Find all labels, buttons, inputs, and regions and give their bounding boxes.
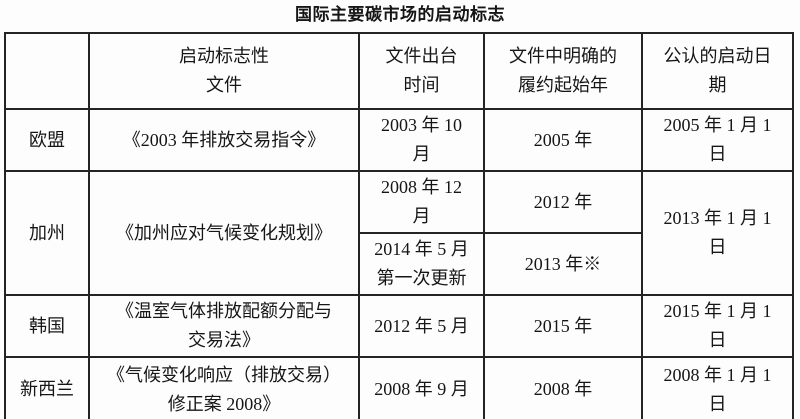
- header-recognized-launch-date: 公认的启动日 期: [641, 32, 794, 110]
- cell-eu-document: 《2003 年排放交易指令》: [88, 108, 360, 172]
- cell-california-issue-time-2: 2014 年 5 月 第一次更新: [358, 232, 485, 296]
- cell-korea-issue-time: 2012 年 5 月: [358, 294, 485, 358]
- table-row-california-1: 加州 《加州应对气候变化规划》 2008 年 12 月 2012 年 2013 …: [4, 170, 794, 296]
- cell-new-zealand-compliance-start-year: 2008 年: [483, 356, 643, 419]
- header-compliance-start-year: 文件中明确的 履约起始年: [483, 32, 643, 110]
- cell-korea-document: 《温室气体排放配额分配与 交易法》: [88, 294, 360, 358]
- cell-eu-compliance-start-year: 2005 年: [483, 108, 643, 172]
- header-region: [4, 32, 90, 110]
- table-row-korea: 韩国 《温室气体排放配额分配与 交易法》 2012 年 5 月 2015 年 2…: [4, 294, 794, 358]
- cell-california-compliance-start-year-1: 2012 年: [483, 170, 643, 234]
- table-header-row: 启动标志性 文件 文件出台 时间 文件中明确的 履约起始年 公认的启动日 期: [4, 32, 794, 110]
- cell-new-zealand-region: 新西兰: [4, 356, 90, 419]
- cell-california-recognized-launch-date: 2013 年 1 月 1 日: [641, 170, 794, 296]
- cell-korea-compliance-start-year: 2015 年: [483, 294, 643, 358]
- table-row-new-zealand: 新西兰 《气候变化响应（排放交易） 修正案 2008》 2008 年 9 月 2…: [4, 356, 794, 419]
- cell-eu-recognized-launch-date: 2005 年 1 月 1 日: [641, 108, 794, 172]
- cell-eu-region: 欧盟: [4, 108, 90, 172]
- carbon-markets-table: 启动标志性 文件 文件出台 时间 文件中明确的 履约起始年 公认的启动日 期 欧…: [4, 32, 794, 419]
- cell-california-region: 加州: [4, 170, 90, 296]
- header-document: 启动标志性 文件: [88, 32, 360, 110]
- cell-new-zealand-recognized-launch-date: 2008 年 1 月 1 日: [641, 356, 794, 419]
- cell-california-compliance-start-year-2: 2013 年※: [483, 232, 643, 296]
- table-row-california-2: 2014 年 5 月 第一次更新 2013 年※: [5, 232, 793, 296]
- cell-korea-recognized-launch-date: 2015 年 1 月 1 日: [641, 294, 794, 358]
- table-row-eu: 欧盟 《2003 年排放交易指令》 2003 年 10 月 2005 年 200…: [4, 108, 794, 172]
- cell-new-zealand-document: 《气候变化响应（排放交易） 修正案 2008》: [88, 356, 360, 419]
- cell-new-zealand-issue-time: 2008 年 9 月: [358, 356, 485, 419]
- cell-korea-region: 韩国: [4, 294, 90, 358]
- header-issue-time: 文件出台 时间: [358, 32, 485, 110]
- cell-california-issue-time-1: 2008 年 12 月: [358, 170, 485, 234]
- cell-california-document: 《加州应对气候变化规划》: [88, 170, 360, 296]
- page-title: 国际主要碳市场的启动标志: [295, 5, 505, 24]
- cell-eu-issue-time: 2003 年 10 月: [358, 108, 485, 172]
